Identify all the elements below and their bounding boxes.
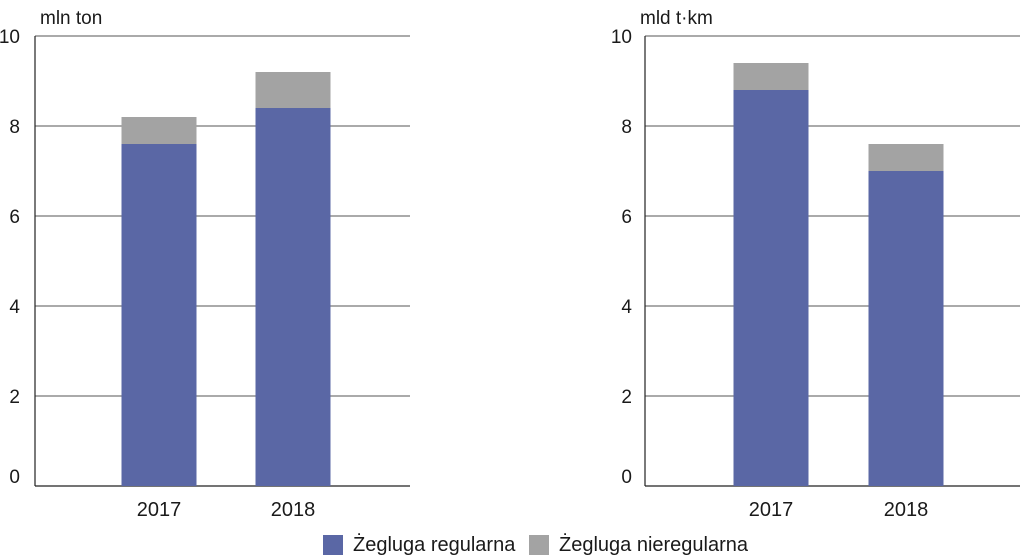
x-tick-labels-tonnage: 2017 2018 xyxy=(137,499,316,521)
charts-canvas: mln ton 0 2 4 6 8 10 2017 2018 mld t·km 0 2 4 6 8 1… xyxy=(0,8,1020,521)
chart-tonnage: mln ton 0 2 4 6 8 10 2017 2018 xyxy=(0,8,410,521)
bars-tonne-km xyxy=(733,63,944,486)
x-tick-label-2018: 2018 xyxy=(271,499,316,521)
gridlines-tonnage xyxy=(34,35,410,487)
legend-label-regular: Żegluga regularna xyxy=(353,533,516,556)
legend-swatch-irregular xyxy=(529,535,549,555)
y-tick-label: 0 xyxy=(9,467,20,488)
bar-segment-irregular-2018 xyxy=(255,72,331,108)
x-tick-labels-tonne-km: 2017 2018 xyxy=(749,499,929,521)
bar-segment-regular-2017 xyxy=(121,144,197,486)
unit-label-tonne-km: mld t·km xyxy=(640,8,713,29)
legend-item-irregular: Żegluga nieregularna xyxy=(529,530,748,560)
y-tick-label: 8 xyxy=(621,117,632,138)
bar-segment-regular-2017 xyxy=(733,90,809,486)
y-tick-label: 2 xyxy=(9,387,20,408)
bar-segment-regular-2018 xyxy=(255,108,331,486)
bar-segment-irregular-2017 xyxy=(121,117,197,144)
y-tick-label: 10 xyxy=(611,27,632,48)
bar-segment-irregular-2018 xyxy=(868,144,944,171)
legend-label-irregular: Żegluga nieregularna xyxy=(559,533,749,556)
y-tick-label: 0 xyxy=(621,467,632,488)
unit-label-tonnage: mln ton xyxy=(40,8,102,29)
y-tick-labels-tonnage: 0 2 4 6 8 10 xyxy=(0,27,20,488)
chart-tonne-km: mld t·km 0 2 4 6 8 10 2017 2018 xyxy=(611,8,1020,521)
bar-segment-irregular-2017 xyxy=(733,63,809,90)
x-tick-label-2017: 2017 xyxy=(137,499,182,521)
legend-item-regular: Żegluga regularna xyxy=(323,530,515,560)
x-tick-label-2017: 2017 xyxy=(749,499,794,521)
legend-swatch-regular xyxy=(323,535,343,555)
gridlines-tonne-km xyxy=(644,35,1020,487)
y-tick-labels-tonne-km: 0 2 4 6 8 10 xyxy=(611,27,633,488)
y-tick-label: 2 xyxy=(621,387,632,408)
y-tick-label: 4 xyxy=(621,297,632,318)
bar-segment-regular-2018 xyxy=(868,171,944,486)
y-tick-label: 8 xyxy=(9,117,20,138)
y-tick-label: 6 xyxy=(621,207,632,228)
y-tick-label: 4 xyxy=(9,297,20,318)
y-tick-label: 10 xyxy=(0,27,20,48)
x-tick-label-2018: 2018 xyxy=(884,499,929,521)
legend: Żegluga regularna Żegluga nieregularna xyxy=(0,530,1024,560)
y-tick-label: 6 xyxy=(9,207,20,228)
bars-tonnage xyxy=(121,72,331,486)
